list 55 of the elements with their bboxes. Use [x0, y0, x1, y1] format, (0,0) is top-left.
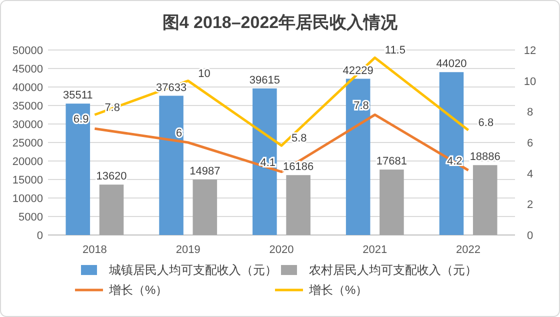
x-tick-label: 2019	[176, 244, 200, 256]
data-label: 6.9	[73, 114, 89, 126]
y2-tick-label: 2	[526, 199, 534, 212]
legend-label: 城镇居民人均可支配收入（元）	[108, 263, 277, 277]
chart-title: 图4 2018–2022年居民收入情况	[162, 13, 399, 32]
y-tick-label: 40000	[12, 82, 43, 94]
legend-label: 农村居民人均可支配收入（元）	[309, 263, 477, 277]
x-tick-label: 2020	[269, 244, 294, 256]
x-tick-label: 2018	[82, 244, 107, 256]
y-tick-label: 45000	[12, 64, 43, 76]
y-tick-label: 35000	[12, 100, 43, 112]
y-tick-label: 20000	[12, 156, 43, 168]
data-label: 5.8	[292, 132, 307, 145]
y-tick-label: 5000	[18, 212, 43, 224]
data-label: 39615	[249, 74, 280, 86]
bar	[159, 96, 184, 235]
bar	[439, 72, 464, 235]
y2-tick-label: 8	[526, 106, 534, 119]
data-label: 14987	[190, 166, 220, 178]
data-label: 35511	[62, 90, 93, 102]
data-label: 17681	[376, 156, 408, 168]
x-tick-label: 2021	[362, 244, 388, 256]
bar	[472, 165, 498, 235]
y2-tick-label: 10	[524, 76, 536, 88]
y-tick-label: 10000	[12, 193, 43, 205]
data-label: 6	[176, 128, 182, 140]
y-tick-label: 50000	[12, 45, 43, 57]
y2-tick-label: 12	[524, 45, 536, 57]
data-label: 10	[198, 68, 210, 80]
y2-tick-label: 0	[526, 230, 534, 242]
data-label: 44020	[436, 58, 467, 70]
bar	[252, 88, 277, 235]
bar	[346, 78, 370, 235]
line-series	[93, 56, 470, 147]
y-tick-label: 0	[36, 230, 43, 242]
bar	[380, 170, 404, 235]
legend-label: 增长（%）	[108, 283, 168, 297]
data-label: 6.8	[478, 117, 494, 130]
y-tick-label: 15000	[12, 174, 43, 186]
bar	[99, 184, 124, 235]
bar	[286, 175, 310, 235]
x-tick-label: 2022	[456, 244, 481, 256]
data-label: 13620	[96, 170, 127, 183]
bar	[66, 104, 90, 235]
data-label: 7.8	[354, 100, 369, 112]
line-series	[93, 114, 470, 174]
y2-tick-label: 4	[526, 168, 534, 180]
bar	[192, 180, 218, 235]
data-label: 4.1	[260, 156, 276, 169]
y2-tick-label: 6	[526, 138, 534, 150]
data-label: 18886	[470, 151, 500, 164]
data-label: 11.5	[384, 44, 406, 57]
y-tick-label: 25000	[12, 138, 43, 150]
legend-label: 增长（%）	[308, 283, 368, 297]
y-tick-label: 30000	[12, 119, 43, 131]
